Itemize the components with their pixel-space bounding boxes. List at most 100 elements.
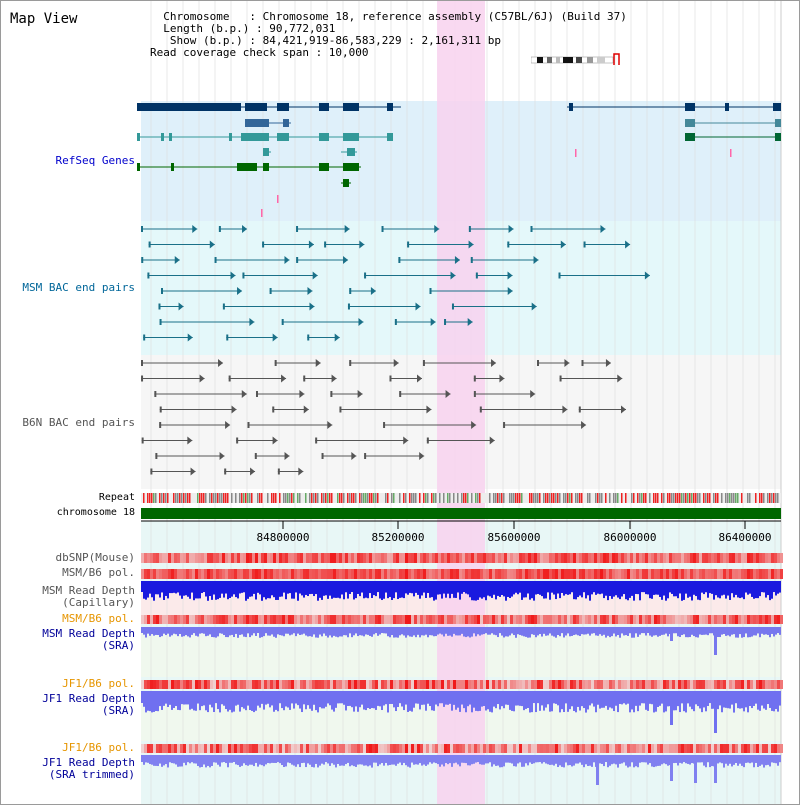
track-label-msm-pol-2: MSM/B6 pol. [62, 612, 135, 625]
chromosome-info: Chromosome : Chromosome 18, reference as… [150, 11, 627, 59]
chromosome-ideogram[interactable] [531, 53, 621, 65]
msm-bac-pair [583, 240, 631, 249]
chromosome-bar[interactable] [141, 508, 781, 519]
msm-bac-pair [429, 287, 513, 295]
info-coverage-span: Read coverage check span : 10,000 [150, 46, 369, 59]
msm-bac-pair [307, 333, 340, 342]
msm-bac-pair [147, 271, 236, 280]
b6n-bac-pair [537, 359, 570, 367]
msm-bac-pair [158, 302, 184, 311]
snp-tick [277, 195, 279, 203]
refseq-gene-row [245, 119, 291, 127]
b6n-bac-pair [383, 421, 477, 429]
track-label-msm-depth-sra: MSM Read Depth (SRA) [1, 628, 135, 652]
b6n-bac-pair [321, 452, 357, 460]
b6n-bac-pair [255, 390, 305, 398]
label-line-2: (Capillary) [62, 596, 135, 609]
msm-bac-pair [148, 240, 215, 249]
b6n-bac-pair [303, 374, 337, 383]
msm-bac-pair [141, 256, 180, 264]
depth-tracks[interactable] [141, 581, 781, 785]
msm-bac-pair [262, 240, 314, 249]
track-label-msm-bac[interactable]: MSM BAC end pairs [22, 281, 135, 294]
track-label-jf1-pol-1: JF1/B6 pol. [62, 677, 135, 690]
b6n-bac-pair [228, 374, 287, 383]
snp-tick [730, 149, 732, 157]
info-show-range: Show (b.p.) : 84,421,919-86,583,229 : 2,… [150, 34, 501, 47]
b6n-bac-pair [503, 421, 587, 429]
msm-bac-features[interactable] [141, 225, 650, 342]
track-label-refseq[interactable]: RefSeq Genes [55, 154, 135, 167]
track-label-b6n-bac[interactable]: B6N BAC end pairs [22, 416, 135, 429]
msm-bac-pair [394, 318, 436, 326]
b6n-bac-pair [581, 359, 611, 367]
msm-bac-pair [347, 302, 421, 311]
b6n-bac-pair [150, 467, 196, 476]
msm-bac-pair [451, 302, 537, 311]
msm-bac-pair [226, 333, 278, 342]
msm-bac-pair [222, 302, 315, 311]
b6n-bac-pair [479, 405, 568, 414]
msm-bac-pair [381, 225, 440, 233]
refseq-gene-row [137, 133, 393, 141]
highlight-region[interactable] [437, 1, 485, 804]
label-line-1: MSM Read Depth [42, 627, 135, 640]
msm-bac-pair [269, 287, 313, 295]
b6n-bac-pair [559, 374, 623, 383]
b6n-bac-pair [159, 421, 231, 429]
b6n-bac-pair [236, 436, 278, 445]
b6n-bac-pair [141, 359, 224, 367]
depth-jf1-trimmed [141, 755, 781, 785]
heat-msm-pol-2 [141, 615, 783, 624]
b6n-bac-pair [578, 405, 627, 414]
depth-msm-sra [141, 627, 781, 655]
refseq-gene-features[interactable] [137, 103, 781, 217]
track-label-jf1-pol-2: JF1/B6 pol. [62, 741, 135, 754]
b6n-bac-pair [254, 452, 290, 460]
info-length: Length (b.p.) : 90,772,031 [150, 22, 336, 35]
info-chromosome: Chromosome : Chromosome 18, reference as… [150, 10, 627, 23]
msm-bac-pair [296, 256, 349, 264]
label-line-1: JF1 Read Depth [42, 692, 135, 705]
label-line-2: (SRA) [101, 704, 135, 717]
b6n-bac-pair [141, 374, 205, 383]
heat-tracks[interactable] [141, 553, 783, 753]
msm-bac-pair [159, 318, 255, 326]
b6n-bac-pair [426, 436, 495, 445]
b6n-bac-pair [473, 374, 505, 383]
b6n-bac-pair [155, 452, 225, 460]
msm-bac-pair [281, 318, 364, 326]
msm-bac-pair [324, 240, 365, 249]
b6n-bac-features[interactable] [141, 359, 627, 476]
refseq-gene-row [685, 133, 781, 141]
heat-dbsnp [141, 553, 783, 563]
page-title: Map View [10, 11, 78, 27]
b6n-bac-pair [277, 467, 304, 476]
b6n-bac-pair [315, 436, 409, 445]
depth-msm-capillary [141, 581, 781, 601]
msm-bac-pair [558, 271, 650, 280]
track-label-jf1-depth-sra: JF1 Read Depth (SRA) [1, 693, 135, 717]
label-line-2: (SRA trimmed) [48, 768, 135, 781]
axis-tick-label: 85200000 [372, 531, 425, 544]
axis-tick-label: 86400000 [719, 531, 772, 544]
refseq-gene-row [341, 148, 357, 156]
track-label-msm-pol-1: MSM/B6 pol. [62, 566, 135, 579]
msm-bac-pair [141, 225, 198, 233]
heat-jf1-pol-2 [141, 744, 783, 753]
refseq-gene-row [137, 163, 361, 171]
depth-jf1-sra [141, 691, 781, 733]
msm-bac-pair [242, 271, 318, 280]
msm-bac-pair [407, 240, 474, 249]
msm-bac-pair [364, 271, 456, 280]
msm-bac-pair [507, 240, 566, 249]
msm-bac-pair [296, 225, 350, 233]
b6n-bac-pair [339, 405, 432, 414]
msm-bac-pair [214, 256, 290, 264]
refseq-gene-row [341, 179, 351, 187]
track-label-dbsnp: dbSNP(Mouse) [55, 551, 135, 564]
b6n-bac-pair [364, 452, 425, 460]
repeat-track[interactable] [141, 493, 781, 503]
